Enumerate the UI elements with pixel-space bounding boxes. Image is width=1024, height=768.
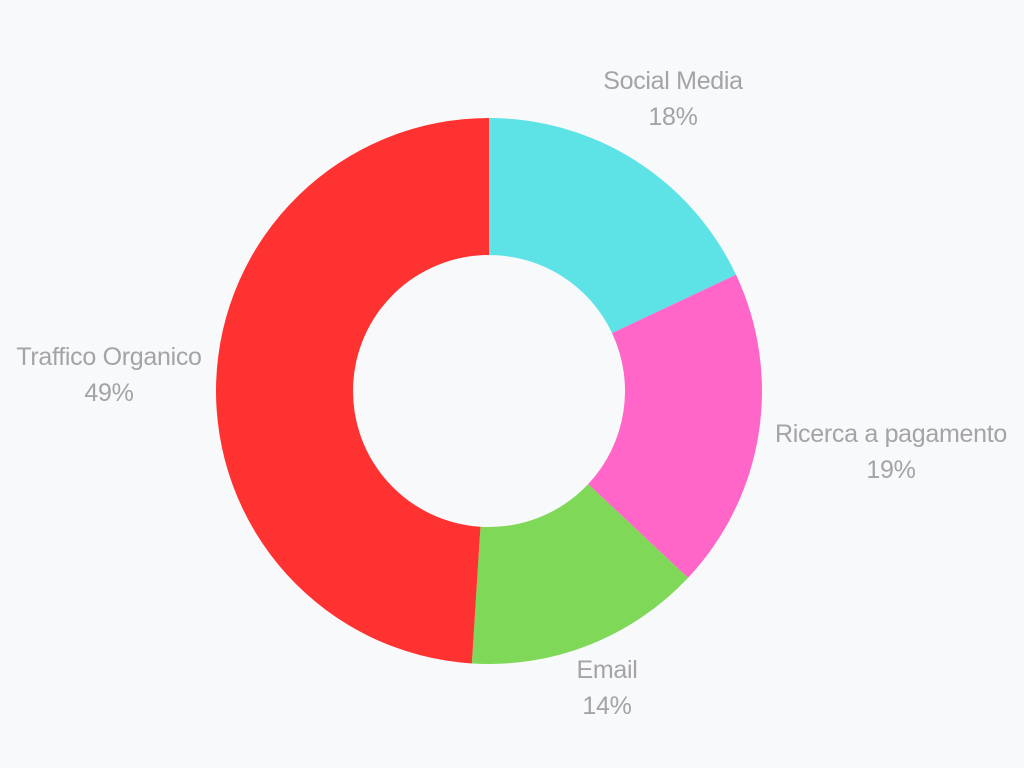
slice-name: Social Media [603, 67, 743, 95]
slice-percent: 49% [84, 379, 134, 407]
donut-slice-email [471, 484, 689, 664]
slice-percent: 19% [866, 456, 916, 484]
slice-label-traffico-organico: Traffico Organico 49% [16, 339, 202, 411]
donut-slice-social-media [489, 118, 737, 334]
slice-name: Email [576, 656, 638, 684]
slice-label-social-media: Social Media 18% [603, 63, 743, 135]
slice-label-ricerca-a-pagamento: Ricerca a pagamento 19% [775, 416, 1007, 488]
slice-percent: 18% [648, 103, 698, 131]
slice-label-email: Email 14% [576, 652, 637, 724]
donut-slice-traffico-organico [216, 118, 490, 664]
donut-slice-ricerca-a-pagamento [588, 274, 762, 578]
slice-name: Traffico Organico [16, 343, 202, 371]
slice-percent: 14% [582, 692, 632, 720]
slice-name: Ricerca a pagamento [775, 420, 1007, 448]
